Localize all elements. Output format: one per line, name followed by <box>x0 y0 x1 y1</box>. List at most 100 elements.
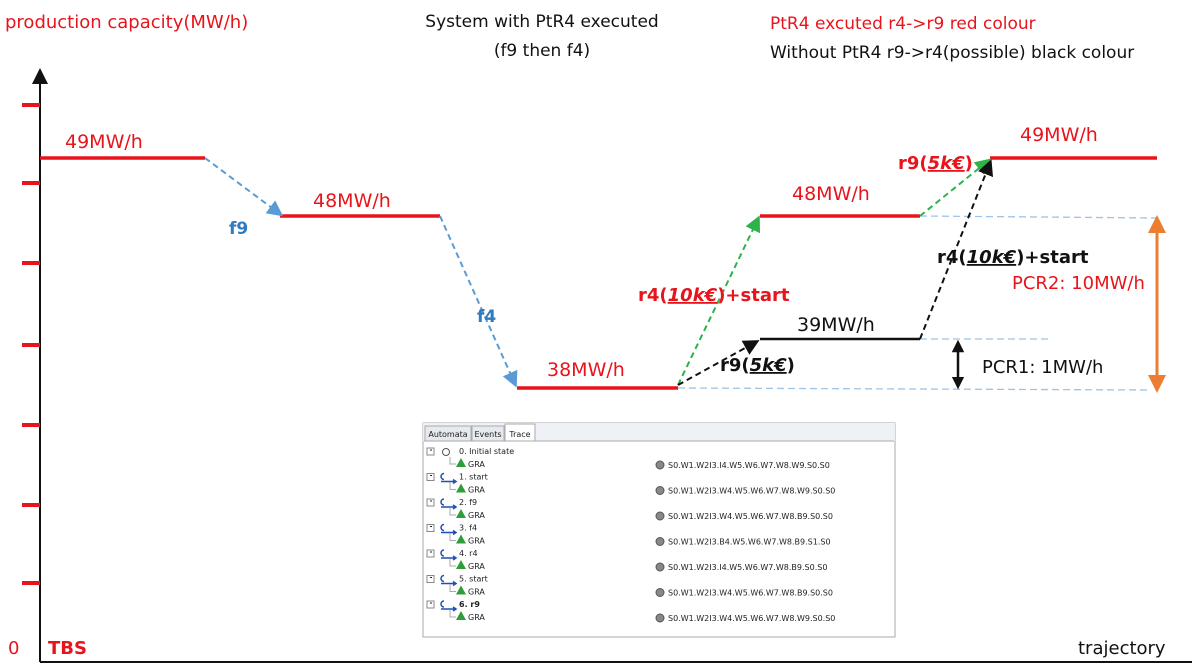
legend-text: PtR4 excuted r4->r9 red colour <box>770 14 1036 34</box>
tab[interactable] <box>471 425 505 442</box>
state-dot <box>655 562 665 572</box>
origin-label: 0 <box>8 638 19 659</box>
pcr-label: PCR2: 10MW/h <box>1012 273 1145 294</box>
state-dot <box>655 511 665 521</box>
level-label: 49MW/h <box>65 131 143 153</box>
model-icon <box>456 585 466 595</box>
expander <box>426 498 435 507</box>
repair-text: r9( <box>720 355 750 376</box>
model-icon <box>456 534 466 544</box>
state-dot <box>655 486 665 495</box>
repair-text: ) <box>965 153 973 174</box>
pcr-label: PCR1: 1MW/h <box>982 357 1103 378</box>
tab-label[interactable]: Trace <box>508 430 530 439</box>
model-label: GRA <box>468 486 485 495</box>
event-icon <box>440 574 458 587</box>
repair-text: r4( <box>638 285 668 306</box>
repair-text: r4( <box>937 247 967 268</box>
tab-label[interactable]: Automata <box>428 430 467 439</box>
fault-label: f9 <box>229 219 248 239</box>
model-label: GRA <box>468 460 485 469</box>
levels <box>40 156 1157 390</box>
transitions <box>204 157 993 388</box>
axes <box>32 68 1192 663</box>
state-vector: S0.W1.W2I3.W4.W5.W6.W7.W8.W9.S0.S0 <box>668 487 835 496</box>
model-label: GRA <box>468 537 485 546</box>
tree-branch <box>449 610 456 618</box>
model-label: GRA <box>468 562 485 571</box>
state-icon <box>442 448 450 456</box>
repair-cost: 5k€ <box>928 153 965 174</box>
step-label: 2. f9 <box>459 498 477 507</box>
model-label: GRA <box>468 588 485 597</box>
state-vector: S0.W1.W2I3.B4.W5.W6.W7.W8.B9.S1.S0 <box>668 538 831 547</box>
repair-text: ) <box>787 355 795 376</box>
step-label: 1. start <box>459 473 488 482</box>
expander <box>426 600 435 609</box>
tab-label[interactable]: Events <box>474 430 501 439</box>
tree-branch <box>449 559 456 567</box>
level-label: 48MW/h <box>792 183 870 205</box>
tree-branch <box>449 457 456 465</box>
state-dot <box>655 588 665 597</box>
start-label: TBS <box>48 638 87 659</box>
repair-label: r9(5k€) <box>898 153 973 174</box>
repair-cost: 10k€ <box>668 285 718 306</box>
step-label: 3. f4 <box>459 524 477 533</box>
repair-label: r4(10k€)+start <box>638 285 790 306</box>
event-icon <box>440 549 458 561</box>
step-label: 0. Initial state <box>459 447 514 456</box>
model-icon <box>456 560 466 569</box>
repair-label: r4(10k€)+start <box>937 247 1089 268</box>
step-label: 5. start <box>459 575 488 584</box>
tree-branch <box>449 508 456 516</box>
repair-label: r9(5k€) <box>720 355 795 376</box>
repair-text: )+start <box>1016 247 1089 268</box>
x-axis-label: trajectory <box>1078 638 1166 659</box>
axis-ticks <box>22 103 40 585</box>
guides <box>677 215 1158 391</box>
state-vector: S0.W1.W2I3.I4.W5.W6.W7.W8.B9.S0.S0 <box>668 563 827 572</box>
title: (f9 then f4) <box>494 41 590 61</box>
event-icon <box>440 600 458 612</box>
expander <box>426 575 435 583</box>
tab[interactable] <box>504 423 536 442</box>
y-axis-label: production capacity(MW/h) <box>5 12 248 33</box>
title: System with PtR4 executed <box>425 12 658 32</box>
event-icon <box>440 523 458 536</box>
level-label: 39MW/h <box>797 314 875 336</box>
tree-branch <box>449 482 456 490</box>
state-vector: S0.W1.W2I3.W4.W5.W6.W7.W8.B9.S0.S0 <box>668 589 833 598</box>
state-dot <box>655 613 665 623</box>
expander <box>426 549 435 558</box>
expander <box>426 524 435 532</box>
panel-frame <box>422 422 896 638</box>
state-vector: S0.W1.W2I3.W4.W5.W6.W7.W8.B9.S0.S0 <box>668 512 833 521</box>
model-label: GRA <box>468 511 485 520</box>
state-vector: S0.W1.W2I3.I4.W5.W6.W7.W8.W9.S0.S0 <box>668 461 830 470</box>
model-icon <box>456 509 466 518</box>
expander <box>426 447 435 456</box>
state-vector: S0.W1.W2I3.W4.W5.W6.W7.W8.W9.S0.S0 <box>668 614 835 623</box>
fault-label: f4 <box>477 307 496 327</box>
model-label: GRA <box>468 613 485 622</box>
repair-cost: 10k€ <box>967 247 1017 268</box>
tab[interactable] <box>424 425 472 442</box>
model-icon <box>456 458 466 467</box>
model-icon <box>456 611 466 620</box>
level-label: 38MW/h <box>547 359 625 381</box>
event-icon <box>440 498 458 510</box>
level-label: 49MW/h <box>1020 124 1098 146</box>
repair-cost: 5k€ <box>750 355 787 376</box>
step-label: 4. r4 <box>459 549 478 558</box>
level-label: 48MW/h <box>313 190 391 212</box>
state-dot <box>655 460 665 470</box>
repair-text: r9( <box>898 153 928 174</box>
model-icon <box>456 483 466 493</box>
expander <box>426 473 435 481</box>
trace-panel: Automata Events Trace 0. Initial state GRA S0… <box>422 422 896 638</box>
tree-branch <box>449 533 456 541</box>
tree-branch <box>449 584 456 592</box>
repair-text: )+start <box>717 285 790 306</box>
